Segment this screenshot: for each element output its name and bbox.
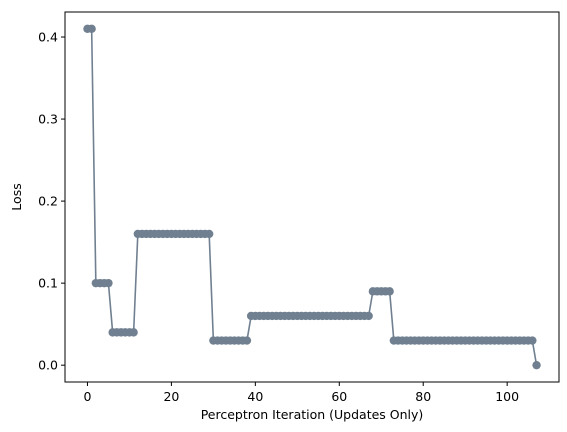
x-tick-label: 100 — [495, 389, 519, 404]
x-tick-label: 20 — [163, 389, 179, 404]
plot-area — [64, 11, 560, 383]
data-point — [532, 360, 541, 370]
y-axis-label: Loss — [9, 183, 24, 210]
y-axis-ticks: 0.0 0.1 0.2 0.3 0.4 — [38, 30, 65, 373]
x-tick-label: 0 — [83, 389, 91, 404]
data-point — [364, 311, 373, 321]
y-tick-label: 0.1 — [38, 276, 58, 291]
x-axis-label: Perceptron Iteration (Updates Only) — [201, 407, 424, 422]
data-point — [104, 278, 113, 288]
y-tick-label: 0.3 — [38, 112, 58, 127]
y-tick-label: 0.4 — [38, 30, 58, 45]
data-point — [204, 229, 214, 239]
data-point — [528, 336, 537, 345]
data-point — [129, 328, 138, 337]
y-tick-label: 0.2 — [38, 194, 58, 209]
data-point — [385, 287, 394, 296]
x-tick-label: 60 — [331, 389, 347, 404]
x-axis-ticks: 0 20 40 60 80 100 — [83, 382, 519, 404]
y-tick-label: 0.0 — [38, 358, 58, 373]
x-tick-label: 40 — [247, 389, 263, 404]
series-layer — [83, 24, 541, 370]
data-point — [242, 336, 252, 345]
data-point — [87, 24, 96, 34]
x-tick-label: 80 — [415, 389, 431, 404]
